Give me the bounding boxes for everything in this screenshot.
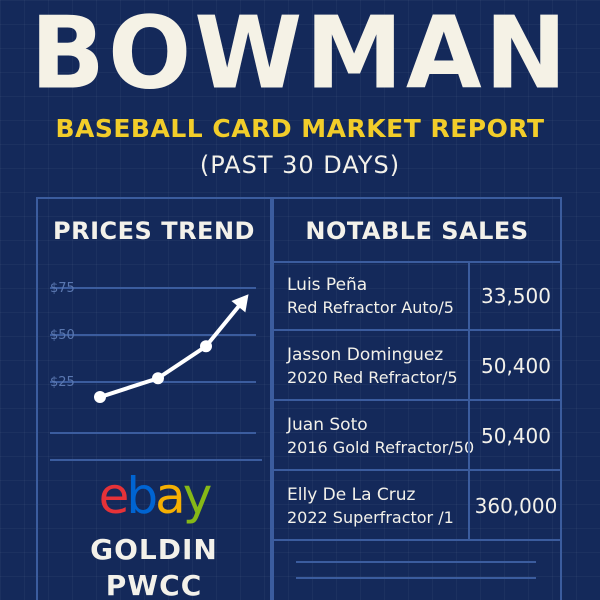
sale-card: Red Refractor Auto/5 bbox=[287, 298, 454, 317]
logos-divider bbox=[50, 459, 262, 461]
sale-price: 33,500 bbox=[481, 284, 551, 308]
trend-point bbox=[94, 391, 106, 404]
ebay-logo-b: b bbox=[126, 467, 158, 525]
notable-sales-panel: NOTABLE SALES bbox=[272, 197, 562, 600]
footer-line bbox=[296, 561, 536, 563]
y-tick-75: $75 bbox=[50, 281, 75, 296]
y-tick-50: $50 bbox=[50, 328, 75, 343]
trend-line bbox=[99, 296, 248, 399]
prices-trend-panel: PRICES TREND bbox=[36, 197, 272, 600]
ebay-logo: ebay bbox=[84, 466, 224, 526]
sales-footer-lines bbox=[296, 561, 536, 593]
trend-arrowhead bbox=[231, 294, 249, 313]
ebay-logo-y: y bbox=[182, 467, 213, 525]
trend-series bbox=[94, 294, 249, 404]
sale-row: Elly De La Cruz 2022 Superfractor /1 360… bbox=[274, 471, 562, 541]
sale-column-divider bbox=[468, 331, 470, 401]
report-period: (PAST 30 DAYS) bbox=[199, 151, 401, 179]
goldin-logo: GOLDIN bbox=[90, 533, 218, 566]
notable-sales-heading: NOTABLE SALES bbox=[305, 217, 529, 245]
sale-column-divider bbox=[468, 401, 470, 471]
sale-card: 2016 Gold Refractor/50 bbox=[287, 438, 475, 457]
sale-column-divider bbox=[468, 261, 470, 331]
sale-player: Jasson Dominguez bbox=[287, 345, 444, 365]
sale-card: 2020 Red Refractor/5 bbox=[287, 368, 458, 387]
prices-trend-heading: PRICES TREND bbox=[53, 217, 255, 245]
footer-line bbox=[296, 577, 536, 579]
pwcc-logo: PWCC bbox=[105, 569, 203, 600]
sale-row: Luis Peña Red Refractor Auto/5 33,500 bbox=[274, 261, 562, 331]
sale-row: Jasson Dominguez 2020 Red Refractor/5 50… bbox=[274, 331, 562, 401]
report-title: BOWMAN bbox=[30, 0, 570, 113]
sale-player: Luis Peña bbox=[287, 275, 368, 295]
sale-price: 50,400 bbox=[481, 424, 551, 448]
sale-price: 360,000 bbox=[474, 494, 558, 518]
y-tick-25: $25 bbox=[50, 375, 75, 390]
ebay-logo-a: a bbox=[155, 467, 186, 525]
sale-card: 2022 Superfractor /1 bbox=[287, 508, 454, 527]
ebay-logo-e: e bbox=[98, 467, 130, 525]
trend-point bbox=[200, 340, 212, 353]
report-subtitle: BASEBALL CARD MARKET REPORT bbox=[55, 114, 545, 143]
notable-sales-heading-rule bbox=[274, 261, 560, 263]
sale-column-divider bbox=[468, 471, 470, 541]
sale-price: 50,400 bbox=[481, 354, 551, 378]
sale-player: Juan Soto bbox=[287, 415, 368, 435]
sale-player: Elly De La Cruz bbox=[287, 485, 416, 505]
prices-trend-chart: $75 $50 $25 bbox=[50, 281, 256, 434]
trend-point bbox=[152, 372, 164, 385]
sale-row: Juan Soto 2016 Gold Refractor/50 50,400 bbox=[274, 401, 562, 471]
